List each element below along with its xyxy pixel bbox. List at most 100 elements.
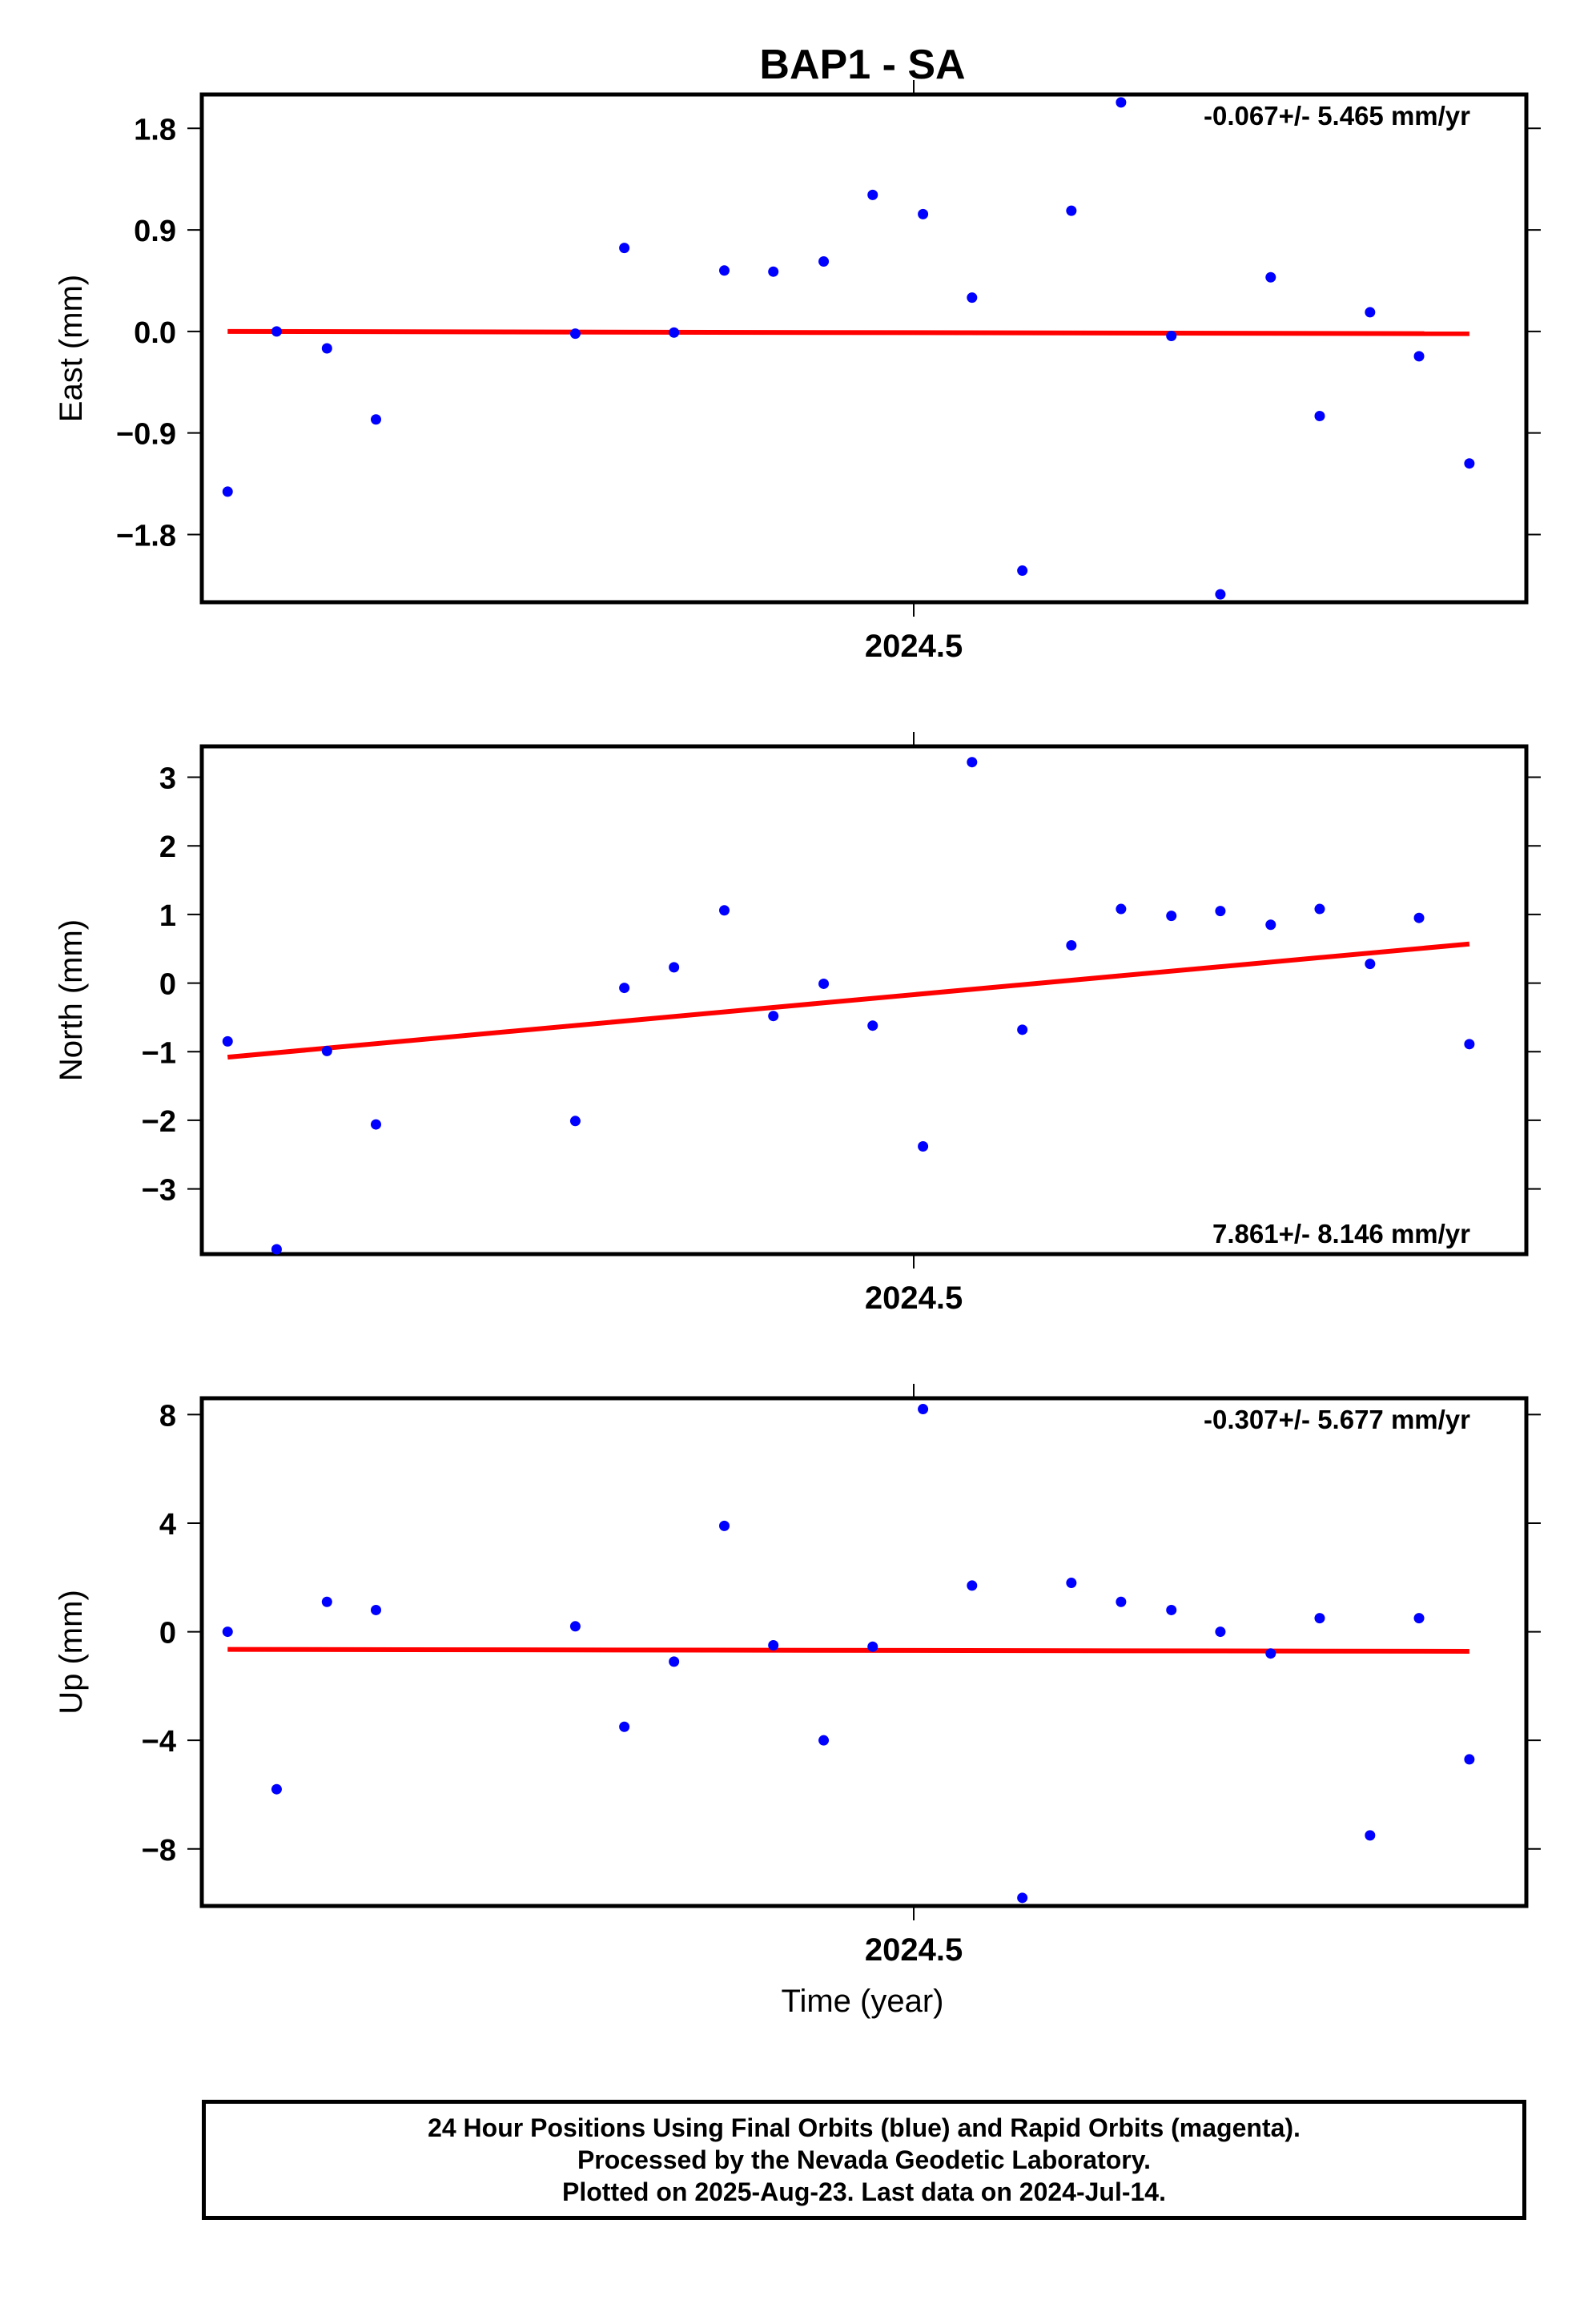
data-point — [867, 1641, 878, 1652]
data-point — [1365, 307, 1376, 318]
trend-line — [227, 1647, 1469, 1654]
data-point — [1265, 919, 1276, 931]
footer-line-plotted: Plotted on 2025-Aug-23. Last data on 202… — [562, 2177, 1166, 2206]
data-point — [967, 292, 978, 304]
footer-line-orbits: 24 Hour Positions Using Final Orbits (bl… — [428, 2113, 1301, 2142]
data-point — [371, 1119, 382, 1130]
x-tick-label: 2024.5 — [865, 1281, 963, 1316]
velocity-rate-label: -0.067+/- 5.465 mm/yr — [1204, 101, 1470, 131]
data-point — [719, 1520, 730, 1531]
data-point — [1215, 906, 1226, 917]
data-point — [719, 265, 730, 276]
y-tick-label: 1 — [159, 899, 176, 933]
panel-frame — [199, 92, 1529, 605]
data-point — [669, 962, 680, 973]
data-point — [271, 1244, 282, 1255]
data-point — [371, 414, 382, 425]
data-point — [371, 1604, 382, 1615]
data-point — [569, 328, 581, 340]
y-tick-label: 4 — [159, 1508, 176, 1542]
y-tick-label: −1 — [142, 1036, 176, 1070]
y-tick-label: 8 — [159, 1399, 176, 1433]
data-point — [1314, 411, 1325, 422]
data-point — [1116, 97, 1127, 108]
y-tick-label: 0 — [159, 968, 176, 1002]
data-point — [1314, 903, 1325, 915]
data-point — [967, 1580, 978, 1591]
data-point — [1413, 351, 1425, 362]
data-point — [818, 978, 830, 989]
trend-line — [227, 941, 1470, 1060]
data-point — [1017, 1024, 1028, 1035]
data-point — [1066, 1578, 1077, 1589]
data-point — [222, 1626, 233, 1638]
data-point — [1017, 565, 1028, 577]
y-axis-label: Up (mm) — [54, 1590, 89, 1715]
data-point — [1166, 331, 1177, 342]
panel-frame — [199, 744, 1529, 1256]
data-point — [1166, 1604, 1177, 1615]
data-point — [918, 208, 929, 219]
y-tick-label: 3 — [159, 762, 176, 796]
y-axis-label: North (mm) — [54, 919, 89, 1081]
data-point — [669, 327, 680, 338]
y-tick-label: 0.0 — [134, 316, 176, 350]
velocity-rate-label: -0.307+/- 5.677 mm/yr — [1204, 1405, 1470, 1434]
footer-caption-box: 24 Hour Positions Using Final Orbits (bl… — [202, 2100, 1526, 2220]
panel-north: 3 2 1 0 −1 −2 −3 2024.5 North (mm) 7.861+/- 8.146… — [54, 732, 1541, 1316]
data-point — [1265, 271, 1276, 283]
data-point — [967, 757, 978, 768]
panel-up: 8 4 0 −4 −8 2024.5 Up (mm) -0.307+/- 5.677 mm/y… — [54, 1384, 1541, 1968]
y-tick-label: −0.9 — [116, 418, 176, 452]
data-point — [719, 905, 730, 916]
data-point — [1215, 1626, 1226, 1638]
data-point — [1066, 205, 1077, 216]
data-point — [1413, 1613, 1425, 1624]
data-point — [768, 1011, 779, 1022]
data-point — [222, 486, 233, 497]
x-tick-label: 2024.5 — [865, 1932, 963, 1968]
data-point — [619, 243, 630, 254]
data-point — [918, 1140, 929, 1152]
data-point — [1265, 1648, 1276, 1659]
velocity-rate-label: 7.861+/- 8.146 mm/yr — [1212, 1219, 1470, 1248]
data-point — [818, 1735, 830, 1746]
y-tick-label: −4 — [142, 1725, 176, 1759]
data-point — [271, 326, 282, 337]
data-point — [1464, 458, 1475, 469]
data-point — [619, 1721, 630, 1732]
data-point — [1413, 912, 1425, 923]
data-point — [569, 1116, 581, 1127]
footer-line-processed: Processed by the Nevada Geodetic Laborat… — [577, 2145, 1152, 2174]
data-point — [867, 189, 878, 200]
data-point — [1215, 589, 1226, 600]
data-point — [1365, 959, 1376, 970]
y-tick-label: 1.8 — [134, 113, 176, 147]
data-point — [321, 1045, 332, 1056]
x-tick-label: 2024.5 — [865, 629, 963, 664]
y-tick-label: 0 — [159, 1617, 176, 1651]
data-point — [918, 1404, 929, 1415]
x-axis-label: Time (year) — [782, 1984, 944, 2019]
data-point — [669, 1656, 680, 1667]
data-point — [1464, 1754, 1475, 1765]
data-point — [569, 1621, 581, 1632]
data-point — [1166, 911, 1177, 922]
data-point — [1464, 1039, 1475, 1050]
data-point — [1066, 939, 1077, 951]
panel-east: 1.8 0.9 0.0 −0.9 −1.8 2024.5 East (mm) -0.067+/… — [54, 80, 1541, 664]
data-point — [768, 266, 779, 277]
data-point — [1365, 1830, 1376, 1841]
y-tick-label: −8 — [142, 1834, 176, 1868]
data-point — [1116, 903, 1127, 915]
data-point — [271, 1783, 282, 1795]
y-tick-label: −2 — [142, 1105, 176, 1139]
data-point — [1116, 1596, 1127, 1607]
data-point — [1017, 1892, 1028, 1904]
data-point — [867, 1020, 878, 1031]
y-tick-label: 0.9 — [134, 215, 176, 248]
chart-title: BAP1 - SA — [759, 42, 965, 88]
data-point — [1314, 1613, 1325, 1624]
data-point — [222, 1035, 233, 1047]
